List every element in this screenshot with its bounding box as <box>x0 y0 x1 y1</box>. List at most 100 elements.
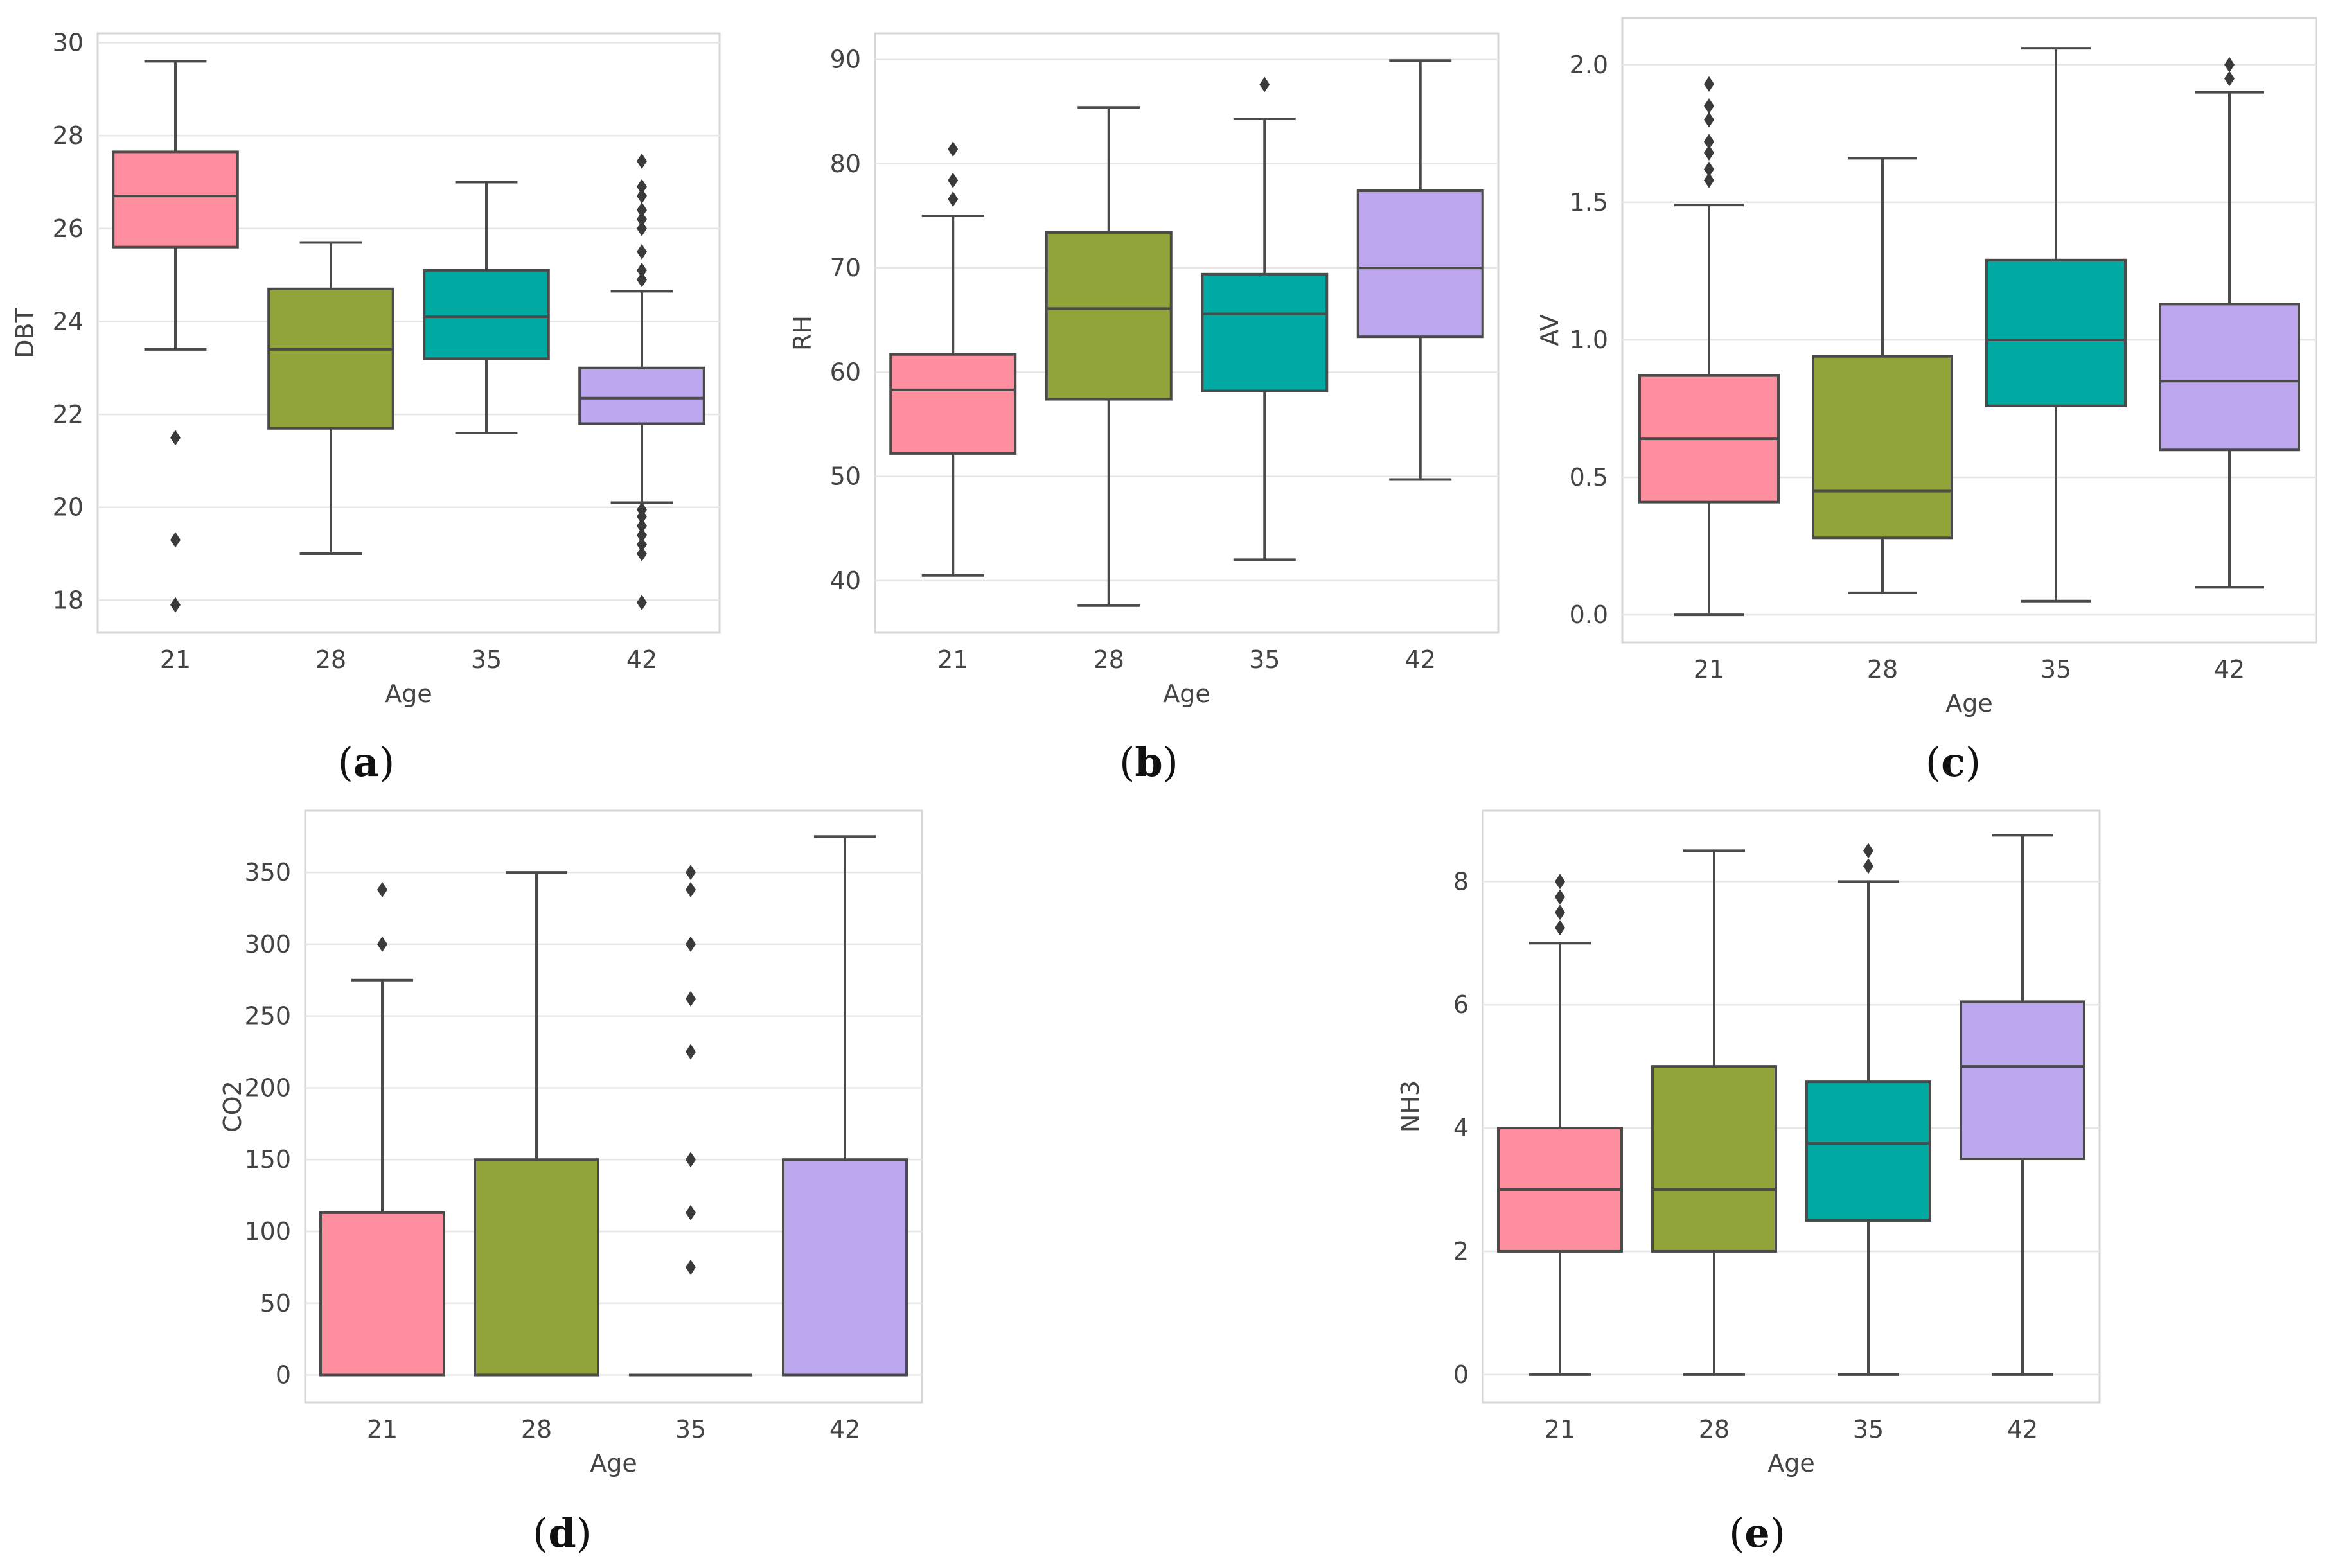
chart-panel-a: 18 20 22 24 26 28 30 21 28 35 42 Age DBT (a) <box>11 28 721 786</box>
box-body <box>1356 189 1484 339</box>
x-tick-label: 21 <box>160 646 191 674</box>
outlier-point <box>686 1259 696 1275</box>
y-tick-label: 250 <box>244 1002 291 1030</box>
x-axis-label: Age <box>1163 680 1210 708</box>
outlier-point <box>377 936 387 952</box>
outlier-point <box>1704 98 1714 114</box>
outlier-point <box>948 172 959 188</box>
x-tick-label: 42 <box>829 1415 860 1443</box>
x-tick-label: 35 <box>675 1415 706 1443</box>
y-tick-label: 1.5 <box>1570 188 1608 216</box>
y-tick-label: 0.0 <box>1570 601 1608 629</box>
panel-label-paren: ( <box>338 739 353 786</box>
outlier-point <box>1704 161 1714 177</box>
outlier-point <box>2224 71 2235 87</box>
box-body <box>889 353 1017 455</box>
x-tick-label: 21 <box>1545 1415 1575 1443</box>
outlier-point <box>1704 76 1714 92</box>
box-body <box>1960 1000 2085 1161</box>
box-42 <box>2159 57 2300 589</box>
box-35 <box>1985 47 2127 603</box>
y-tick-label: 1.0 <box>1570 326 1608 354</box>
outlier-point <box>637 188 647 204</box>
y-tick-label: 90 <box>830 46 861 74</box>
x-tick-label: 35 <box>2041 655 2071 683</box>
x-tick-label: 28 <box>1094 646 1124 674</box>
x-tick-label: 28 <box>315 646 346 674</box>
outlier-point <box>1555 904 1565 921</box>
outlier-point <box>637 211 647 227</box>
panel-label-paren: ) <box>1770 1510 1785 1556</box>
panel-label-letter: a <box>353 739 379 786</box>
x-tick-label: 42 <box>2214 655 2245 683</box>
y-tick-label: 22 <box>53 400 84 428</box>
box-28 <box>1651 849 1777 1376</box>
panel-label: (c) <box>1926 739 1981 786</box>
y-tick-label: 2 <box>1453 1237 1469 1265</box>
y-tick-label: 100 <box>244 1217 291 1246</box>
y-tick-label: 2.0 <box>1570 51 1608 79</box>
outlier-point <box>170 532 181 548</box>
outlier-point <box>637 153 647 169</box>
box-body <box>1045 231 1173 401</box>
y-axis-label: AV <box>1536 314 1564 346</box>
y-tick-label: 24 <box>53 307 84 335</box>
outlier-point <box>686 881 696 897</box>
panel-label: (e) <box>1729 1510 1785 1556</box>
chart-panel-b: 40 50 60 70 80 90 21 28 35 42 Age RH (b) <box>788 32 1500 786</box>
box-body <box>1805 1080 1931 1222</box>
y-tick-label: 0.5 <box>1570 463 1608 491</box>
panel-label-paren: ( <box>1119 739 1135 786</box>
outlier-point <box>686 1204 696 1220</box>
y-tick-label: 30 <box>53 28 84 57</box>
outlier-point <box>637 527 647 543</box>
outlier-point <box>686 865 696 881</box>
box-42 <box>1356 59 1484 481</box>
box-42 <box>1960 834 2085 1376</box>
x-axis-label: Age <box>1767 1449 1815 1477</box>
box-body <box>423 269 550 360</box>
y-tick-label: 8 <box>1453 867 1469 895</box>
outlier-point <box>1555 920 1565 936</box>
box-28 <box>474 871 599 1377</box>
y-tick-label: 6 <box>1453 991 1469 1019</box>
x-tick-label: 21 <box>937 646 968 674</box>
y-tick-label: 200 <box>244 1073 291 1102</box>
outlier-point <box>170 430 181 446</box>
panel-label-paren: ) <box>576 1510 592 1556</box>
box-body <box>782 1158 908 1377</box>
x-tick-label: 28 <box>1867 655 1898 683</box>
outlier-point <box>686 1044 696 1060</box>
outlier-point <box>637 179 647 195</box>
box-body <box>578 366 705 425</box>
panel-label: (a) <box>338 739 395 786</box>
x-tick-label: 35 <box>1249 646 1280 674</box>
y-axis-label: CO2 <box>218 1080 247 1132</box>
outlier-point <box>637 594 647 610</box>
box-35 <box>629 865 752 1377</box>
box-body <box>474 1158 599 1377</box>
outlier-point <box>1863 843 1873 859</box>
chart-panel-c: 0.0 0.5 1.0 1.5 2.0 21 28 35 42 Age AV (c) <box>1536 17 2317 786</box>
x-tick-label: 28 <box>1699 1415 1730 1443</box>
outlier-point <box>1863 858 1873 874</box>
outlier-point <box>948 191 959 207</box>
outlier-point <box>686 991 696 1007</box>
y-tick-label: 60 <box>830 358 861 386</box>
outlier-point <box>637 546 647 562</box>
outlier-point <box>1555 889 1565 905</box>
x-tick-label: 42 <box>2007 1415 2038 1443</box>
x-axis-label: Age <box>1945 689 1993 718</box>
x-tick-label: 35 <box>471 646 502 674</box>
box-35 <box>1201 76 1329 561</box>
box-body <box>267 287 394 430</box>
panel-label-paren: ) <box>1965 739 1981 786</box>
box-21 <box>1497 874 1623 1376</box>
panel-label-letter: e <box>1744 1510 1769 1556</box>
y-tick-label: 150 <box>244 1145 291 1174</box>
outlier-point <box>637 262 647 278</box>
box-21 <box>319 881 445 1377</box>
box-21 <box>889 141 1017 577</box>
panel-label-paren: ) <box>379 739 394 786</box>
x-tick-label: 42 <box>1405 646 1436 674</box>
